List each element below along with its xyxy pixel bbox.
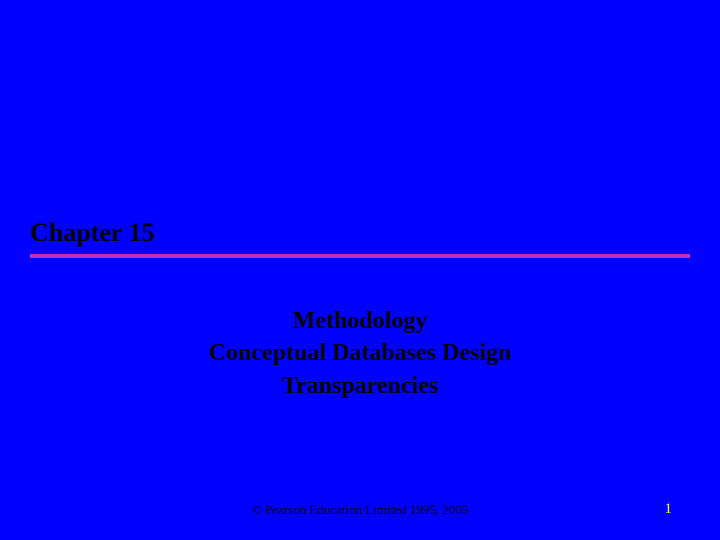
subtitle-line-3: Transparencies <box>0 370 720 402</box>
chapter-title: Chapter 15 <box>30 218 154 248</box>
footer-copyright: © Pearson Education Limited 1995, 2005 <box>0 502 720 518</box>
page-number: 1 <box>665 501 673 518</box>
subtitle-block: Methodology Conceptual Databases Design … <box>0 305 720 402</box>
title-underline <box>30 254 690 258</box>
subtitle-line-1: Methodology <box>0 305 720 337</box>
subtitle-line-2: Conceptual Databases Design <box>0 337 720 369</box>
